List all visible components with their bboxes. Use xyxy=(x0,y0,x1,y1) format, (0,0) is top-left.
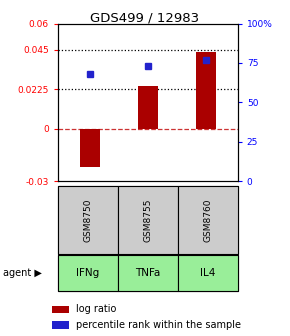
Bar xyxy=(138,86,158,129)
Text: log ratio: log ratio xyxy=(76,304,116,314)
Bar xyxy=(196,52,216,129)
Text: GSM8760: GSM8760 xyxy=(203,198,212,242)
Text: TNFa: TNFa xyxy=(135,268,161,278)
Bar xyxy=(178,255,238,291)
Bar xyxy=(52,321,69,329)
Bar xyxy=(118,255,178,291)
Text: percentile rank within the sample: percentile rank within the sample xyxy=(76,320,241,330)
Bar xyxy=(58,255,118,291)
Text: GSM8755: GSM8755 xyxy=(143,198,153,242)
Text: IL4: IL4 xyxy=(200,268,215,278)
Text: GDS499 / 12983: GDS499 / 12983 xyxy=(90,12,200,25)
Text: agent ▶: agent ▶ xyxy=(3,268,42,278)
Text: IFNg: IFNg xyxy=(76,268,99,278)
Bar xyxy=(118,186,178,254)
Bar xyxy=(52,306,69,313)
Bar xyxy=(80,129,100,167)
Bar xyxy=(178,186,238,254)
Bar xyxy=(58,186,118,254)
Text: GSM8750: GSM8750 xyxy=(84,198,93,242)
